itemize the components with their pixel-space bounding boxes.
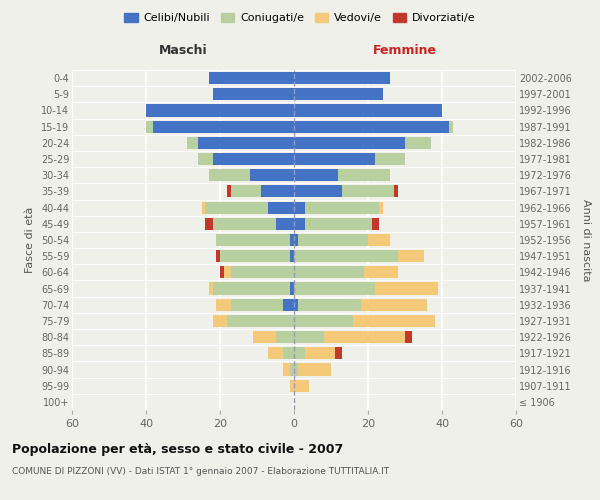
Bar bbox=[212, 282, 290, 294]
Bar bbox=[294, 104, 442, 117]
Bar bbox=[298, 364, 331, 376]
Bar bbox=[283, 348, 294, 360]
Bar bbox=[294, 120, 449, 132]
Bar bbox=[146, 120, 154, 132]
Bar bbox=[275, 331, 294, 343]
Bar bbox=[294, 169, 338, 181]
Bar bbox=[209, 282, 212, 294]
Bar bbox=[290, 234, 294, 246]
Bar bbox=[353, 315, 434, 327]
Bar bbox=[361, 298, 427, 311]
Bar bbox=[290, 364, 294, 376]
Text: Femmine: Femmine bbox=[373, 44, 437, 57]
Bar bbox=[368, 234, 390, 246]
Bar bbox=[227, 315, 294, 327]
Bar bbox=[275, 218, 294, 230]
Bar bbox=[212, 315, 227, 327]
Bar bbox=[268, 202, 294, 213]
Y-axis label: Anni di nascita: Anni di nascita bbox=[581, 198, 591, 281]
Bar bbox=[227, 186, 231, 198]
Bar bbox=[294, 364, 298, 376]
Bar bbox=[220, 266, 224, 278]
Bar bbox=[231, 186, 261, 198]
Bar bbox=[376, 282, 439, 294]
Bar bbox=[283, 364, 290, 376]
Bar bbox=[283, 298, 294, 311]
Bar bbox=[294, 234, 298, 246]
Bar bbox=[376, 153, 405, 165]
Bar bbox=[202, 202, 205, 213]
Bar bbox=[205, 202, 268, 213]
Bar bbox=[294, 348, 305, 360]
Bar bbox=[231, 266, 294, 278]
Bar bbox=[335, 348, 342, 360]
Bar bbox=[253, 331, 275, 343]
Bar bbox=[294, 137, 405, 149]
Bar bbox=[305, 218, 372, 230]
Bar bbox=[294, 250, 398, 262]
Bar bbox=[294, 380, 309, 392]
Bar bbox=[217, 234, 290, 246]
Bar bbox=[294, 72, 390, 84]
Bar bbox=[298, 298, 361, 311]
Text: COMUNE DI PIZZONI (VV) - Dati ISTAT 1° gennaio 2007 - Elaborazione TUTTITALIA.IT: COMUNE DI PIZZONI (VV) - Dati ISTAT 1° g… bbox=[12, 468, 389, 476]
Y-axis label: Fasce di età: Fasce di età bbox=[25, 207, 35, 273]
Bar bbox=[209, 169, 250, 181]
Bar bbox=[290, 282, 294, 294]
Bar bbox=[305, 348, 335, 360]
Bar bbox=[449, 120, 453, 132]
Bar bbox=[305, 202, 379, 213]
Legend: Celibi/Nubili, Coniugati/e, Vedovi/e, Divorziati/e: Celibi/Nubili, Coniugati/e, Vedovi/e, Di… bbox=[120, 8, 480, 28]
Bar bbox=[379, 202, 383, 213]
Bar bbox=[338, 169, 390, 181]
Bar bbox=[212, 153, 294, 165]
Bar bbox=[398, 250, 424, 262]
Bar bbox=[294, 218, 305, 230]
Bar bbox=[290, 250, 294, 262]
Bar bbox=[294, 298, 298, 311]
Bar bbox=[205, 218, 212, 230]
Bar bbox=[212, 218, 275, 230]
Bar bbox=[405, 331, 412, 343]
Bar bbox=[394, 186, 398, 198]
Bar bbox=[342, 186, 394, 198]
Bar bbox=[294, 88, 383, 101]
Bar bbox=[294, 202, 305, 213]
Bar bbox=[187, 137, 198, 149]
Bar bbox=[198, 137, 294, 149]
Bar bbox=[294, 186, 342, 198]
Text: Popolazione per età, sesso e stato civile - 2007: Popolazione per età, sesso e stato civil… bbox=[12, 442, 343, 456]
Bar bbox=[294, 331, 323, 343]
Bar bbox=[231, 298, 283, 311]
Text: Maschi: Maschi bbox=[158, 44, 208, 57]
Bar bbox=[250, 169, 294, 181]
Bar bbox=[146, 104, 294, 117]
Bar bbox=[268, 348, 283, 360]
Bar bbox=[298, 234, 368, 246]
Bar bbox=[198, 153, 212, 165]
Bar bbox=[323, 331, 405, 343]
Bar bbox=[261, 186, 294, 198]
Bar bbox=[209, 72, 294, 84]
Bar bbox=[405, 137, 431, 149]
Bar bbox=[224, 266, 231, 278]
Bar bbox=[212, 88, 294, 101]
Bar bbox=[154, 120, 294, 132]
Bar bbox=[294, 282, 376, 294]
Bar bbox=[290, 380, 294, 392]
Bar bbox=[217, 250, 220, 262]
Bar bbox=[294, 266, 364, 278]
Bar bbox=[220, 250, 290, 262]
Bar bbox=[294, 153, 376, 165]
Bar bbox=[217, 298, 231, 311]
Bar bbox=[372, 218, 379, 230]
Bar bbox=[364, 266, 398, 278]
Bar bbox=[294, 315, 353, 327]
